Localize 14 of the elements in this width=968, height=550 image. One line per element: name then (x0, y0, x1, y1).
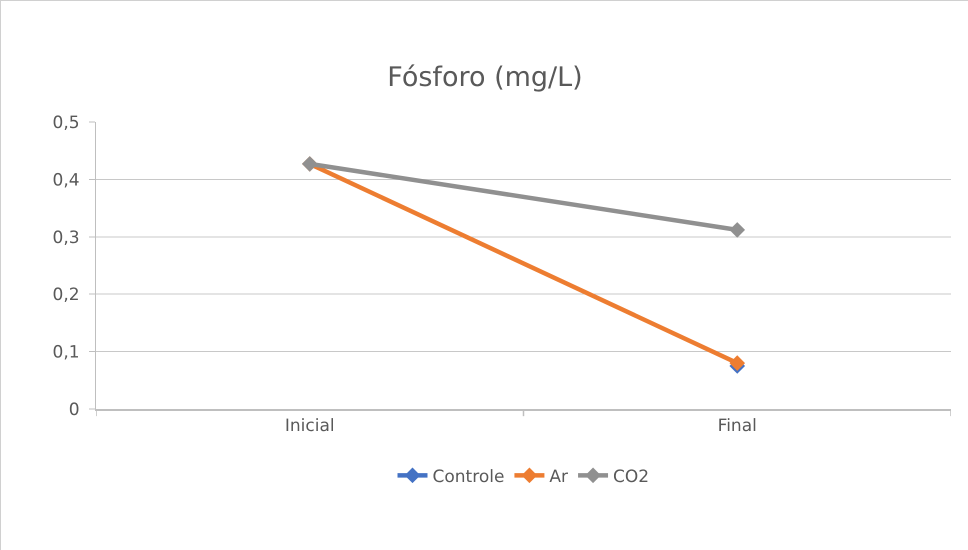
y-tick-label: 0,4 (52, 170, 80, 190)
y-tick-label: 0 (68, 400, 80, 420)
y-tick-label: 0,2 (52, 285, 80, 306)
y-tick-label: 0,5 (52, 112, 80, 133)
legend-label: Controle (432, 466, 504, 487)
y-tick-label: 0,3 (52, 228, 80, 248)
legend-label: CO2 (613, 466, 650, 487)
chart-title: Fósforo (mg/L) (387, 62, 583, 93)
legend-label: Ar (549, 466, 568, 487)
x-tick-label: Final (718, 416, 757, 436)
y-tick-label: 0,1 (52, 342, 80, 363)
point (729, 222, 746, 238)
point (729, 355, 746, 371)
x-tick-label: Inicial (284, 416, 335, 436)
